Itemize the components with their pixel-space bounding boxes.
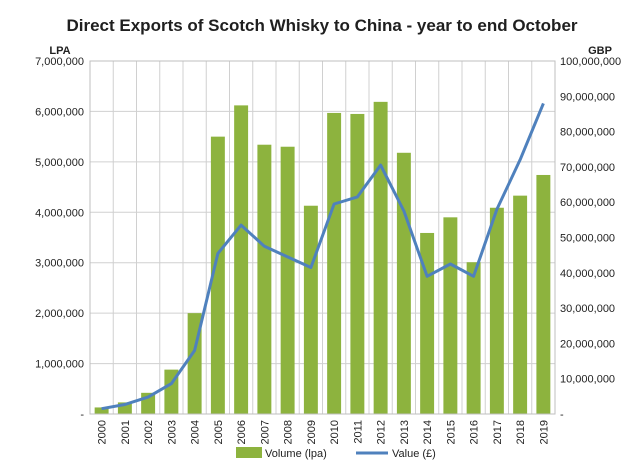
plot-frame	[89, 60, 556, 415]
bar	[94, 407, 109, 414]
x-tick-label: 2011	[352, 420, 364, 444]
y-left-tick-label: -	[80, 409, 84, 421]
bar	[513, 195, 528, 414]
y-right-tick-label: 70,000,000	[560, 162, 615, 174]
legend-bar-label: Volume (lpa)	[265, 448, 327, 460]
x-tick-label: 2015	[445, 420, 457, 444]
y-left-tick-label: 2,000,000	[35, 308, 84, 320]
legend-line-label: Value (£)	[392, 448, 436, 460]
y-left-tick-label: 6,000,000	[35, 106, 84, 118]
x-tick-label: 2008	[283, 420, 295, 444]
y-right-tick-label: 90,000,000	[560, 91, 615, 103]
bar	[489, 207, 504, 414]
x-tick-label: 2017	[492, 420, 504, 444]
bar	[396, 152, 411, 414]
bar	[234, 105, 249, 415]
x-tick-label: 2006	[236, 420, 248, 444]
bar	[373, 101, 388, 415]
x-tick-label: 2009	[306, 420, 318, 444]
y-right-tick-label: 30,000,000	[560, 303, 615, 315]
y-left-tick-label: 3,000,000	[35, 258, 84, 270]
x-tick-label: 2014	[422, 420, 434, 444]
x-tick-label: 2007	[259, 420, 271, 444]
y-right-tick-label: 40,000,000	[560, 268, 615, 280]
bar	[257, 144, 272, 414]
x-tick-label: 2010	[329, 420, 341, 444]
chart-title: Direct Exports of Scotch Whisky to China…	[66, 16, 578, 35]
x-tick-label: 2019	[538, 420, 550, 444]
y-left-axis-label: LPA	[49, 45, 70, 57]
legend-bar-swatch	[236, 447, 262, 458]
y-right-tick-label: 80,000,000	[560, 127, 615, 139]
y-right-tick-label: 100,000,000	[560, 56, 621, 68]
x-tick-label: 2000	[97, 420, 109, 444]
bar	[350, 113, 365, 414]
bar	[466, 262, 481, 414]
bar	[280, 146, 295, 414]
y-right-tick-label: 50,000,000	[560, 233, 615, 245]
y-right-tick-label: 10,000,000	[560, 374, 615, 386]
bar	[420, 232, 435, 414]
bar	[303, 205, 318, 414]
x-tick-label: 2001	[120, 420, 132, 444]
bar	[117, 402, 132, 414]
x-tick-label: 2013	[399, 420, 411, 444]
y-left-tick-label: 7,000,000	[35, 56, 84, 68]
y-right-tick-label: 60,000,000	[560, 197, 615, 209]
x-tick-label: 2012	[376, 420, 388, 444]
x-tick-label: 2018	[515, 420, 527, 444]
x-tick-label: 2002	[143, 420, 155, 444]
y-left-tick-label: 1,000,000	[35, 359, 84, 371]
x-tick-label: 2016	[469, 420, 481, 444]
bar	[327, 112, 342, 414]
bar	[210, 136, 225, 414]
y-left-tick-label: 5,000,000	[35, 157, 84, 169]
x-tick-label: 2005	[213, 420, 225, 444]
x-tick-label: 2003	[166, 420, 178, 444]
x-tick-label: 2004	[190, 420, 202, 444]
y-right-axis-label: GBP	[588, 45, 612, 57]
bar	[443, 217, 458, 414]
value-line	[101, 102, 545, 411]
y-right-tick-label: -	[560, 409, 564, 421]
y-right-tick-label: 20,000,000	[560, 338, 615, 350]
bar	[536, 174, 551, 414]
y-left-tick-label: 4,000,000	[35, 207, 84, 219]
